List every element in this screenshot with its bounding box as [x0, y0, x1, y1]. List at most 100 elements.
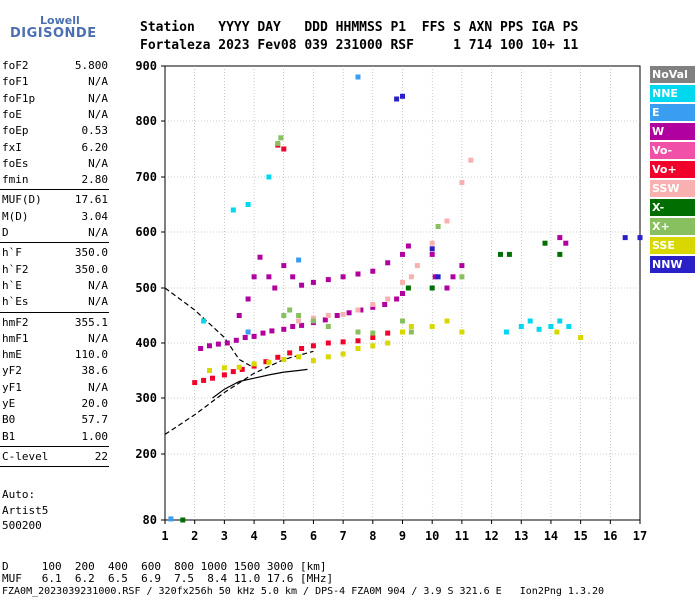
data-point: [557, 251, 563, 257]
data-point: [414, 263, 420, 269]
data-point: [230, 207, 236, 213]
param-name: D: [2, 226, 9, 239]
data-point: [557, 235, 563, 241]
param-row: fxI 6.20: [2, 140, 108, 155]
data-point: [236, 313, 242, 318]
param-value: 355.1: [74, 315, 108, 329]
legend-item: Vo+: [650, 161, 695, 178]
data-point: [527, 318, 533, 324]
param-value: 20.0: [81, 397, 109, 410]
header-line-2: Fortaleza 2023 Fev08 039 231000 RSF 1 71…: [140, 38, 579, 53]
param-name: yF1: [2, 380, 22, 394]
data-point: [637, 235, 643, 241]
data-point: [245, 329, 251, 335]
data-point: [557, 318, 563, 324]
auto-label: Auto:: [2, 488, 36, 501]
data-point: [459, 180, 465, 185]
legend-item: X+: [650, 218, 695, 235]
data-point: [257, 254, 263, 260]
data-point: [385, 340, 391, 346]
param-name: fxI: [2, 140, 22, 154]
data-point: [503, 329, 509, 335]
data-point: [432, 274, 438, 280]
data-point: [385, 260, 391, 266]
param-name: B1: [2, 429, 16, 443]
auto-code: 500200: [2, 519, 42, 532]
param-separator: [0, 189, 109, 191]
data-point: [233, 337, 239, 343]
x-tick-label: 6: [310, 529, 317, 543]
param-name: foE: [2, 107, 22, 121]
data-point: [281, 313, 287, 318]
x-tick-label: 10: [425, 529, 439, 543]
data-point: [429, 240, 435, 246]
data-point: [310, 315, 316, 321]
data-point: [400, 318, 405, 324]
data-point: [296, 313, 302, 318]
data-point: [310, 343, 316, 349]
param-name: C-level: [2, 449, 49, 463]
param-value: 57.7: [81, 413, 109, 427]
legend-item: SSE: [650, 237, 695, 254]
profile-line: [212, 368, 308, 399]
param-value: N/A: [88, 75, 108, 89]
x-tick-label: 16: [603, 529, 617, 543]
data-point: [355, 74, 361, 80]
data-point: [266, 359, 272, 365]
data-point: [221, 365, 227, 371]
data-point: [340, 339, 346, 345]
data-point: [281, 326, 287, 332]
data-point: [450, 274, 456, 280]
param-row: h`Es N/A: [2, 294, 108, 309]
param-name: h`Es: [2, 295, 29, 309]
data-point: [408, 274, 414, 280]
data-point: [239, 366, 245, 372]
data-point: [278, 135, 284, 141]
data-point: [325, 324, 331, 329]
data-point: [290, 274, 296, 280]
param-value: 17.61: [74, 193, 108, 207]
data-point: [325, 354, 331, 360]
x-tick-label: 2: [191, 529, 198, 543]
param-separator: [0, 445, 109, 447]
data-point: [405, 243, 411, 249]
x-tick-label: 17: [633, 529, 647, 543]
data-point: [459, 274, 465, 280]
x-tick-label: 7: [340, 529, 347, 543]
data-point: [444, 218, 450, 224]
param-name: foF1: [2, 75, 29, 89]
data-point: [405, 285, 411, 291]
data-point: [444, 285, 450, 291]
data-point: [266, 274, 272, 280]
param-value: N/A: [88, 278, 108, 292]
param-value: 5.800: [74, 59, 108, 72]
data-point: [400, 93, 405, 99]
data-point: [310, 318, 316, 324]
x-tick-label: 12: [484, 529, 498, 543]
param-value: 0.53: [81, 124, 109, 138]
param-row: yF1 N/A: [2, 380, 108, 395]
param-separator: [0, 311, 109, 313]
param-row: h`F2 350.0: [2, 262, 108, 277]
data-point: [578, 335, 584, 340]
data-point: [498, 251, 503, 257]
legend-item: NoVal: [650, 66, 695, 83]
data-point: [370, 268, 376, 274]
param-value: 6.20: [81, 140, 109, 154]
data-point: [230, 369, 236, 375]
param-name: h`F2: [2, 262, 29, 276]
data-point: [468, 157, 474, 163]
footer-file-info: FZA0M_2023039231000.RSF / 320fx256h 50 k…: [2, 586, 605, 597]
footer-muf-row: MUF 6.1 6.2 6.5 6.9 7.5 8.4 11.0 17.6 [M…: [2, 572, 334, 585]
data-point: [400, 291, 405, 296]
param-row: yF2 38.6: [2, 363, 108, 378]
param-name: foF1p: [2, 91, 36, 105]
x-tick-label: 15: [573, 529, 587, 543]
param-value: 2.80: [81, 173, 109, 187]
data-point: [245, 296, 251, 302]
data-point: [266, 174, 272, 180]
param-row: B1 1.00: [2, 429, 108, 444]
param-name: M(D): [2, 209, 29, 223]
param-name: hmF1: [2, 331, 29, 345]
data-point: [287, 307, 293, 313]
